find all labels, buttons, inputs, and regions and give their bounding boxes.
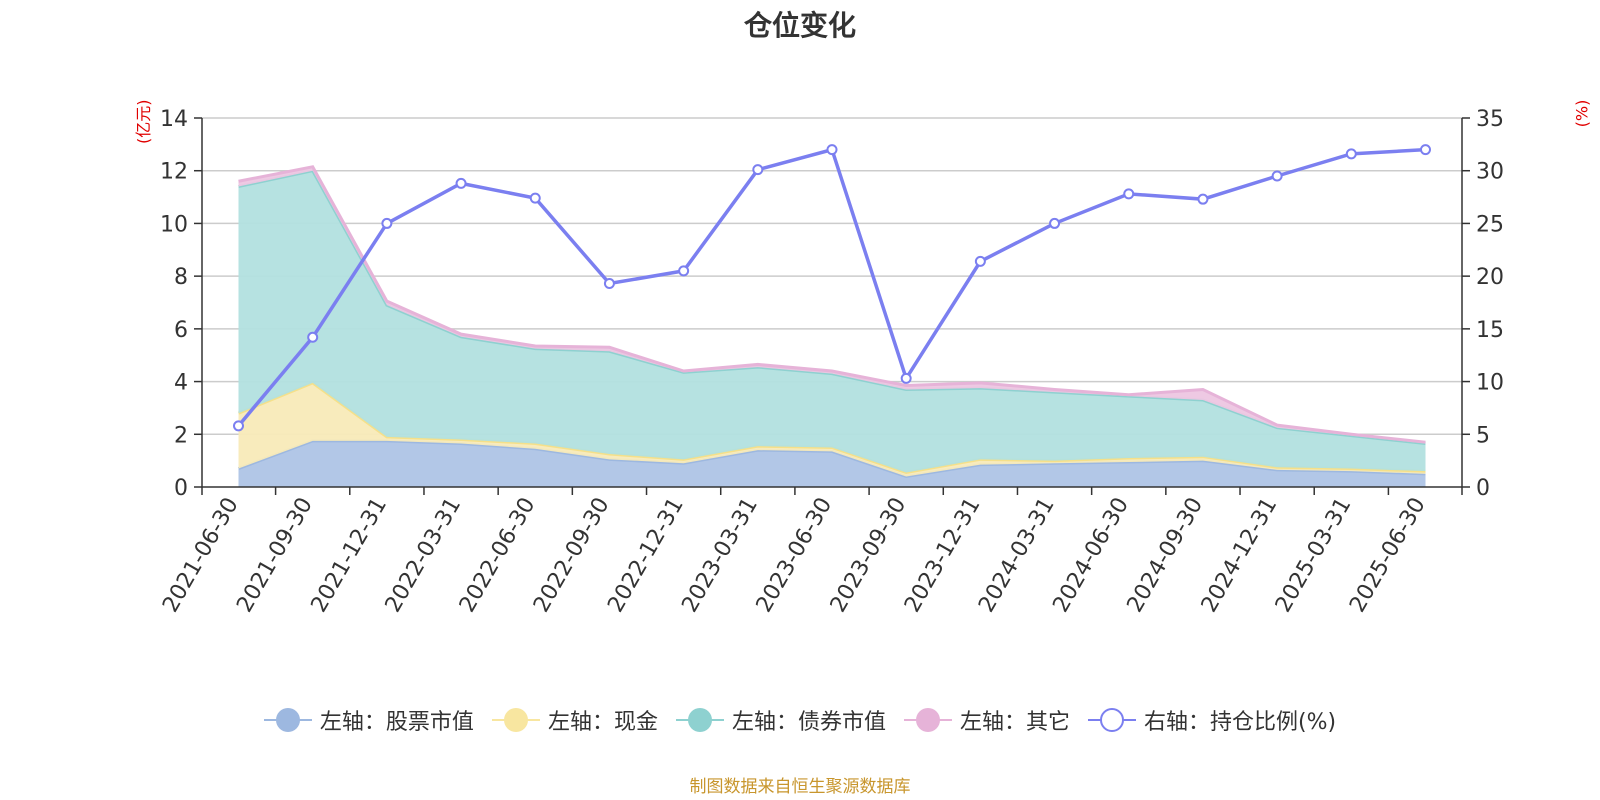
legend-label-bond: 左轴：债券市值 — [731, 710, 886, 735]
ratio-point — [1271, 170, 1283, 182]
right-axis-unit: (%) — [1572, 99, 1592, 128]
x-axis-tick-label: 2025-03-31 — [1271, 494, 1357, 617]
left-axis-tick-label: 4 — [174, 371, 188, 396]
area-edge-左轴：其它 — [238, 165, 1426, 444]
chart-canvas: 02468101214051015202530352021-06-302021-… — [158, 107, 1504, 617]
right-axis-tick-label: 20 — [1476, 265, 1504, 290]
right-axis-tick-label: 5 — [1476, 423, 1490, 448]
right-axis-tick-label: 25 — [1476, 212, 1504, 237]
stacked-areas — [237, 165, 1426, 487]
legend-item-cash[interactable]: 左轴：现金 — [491, 704, 658, 736]
area-左轴：股票市值 — [238, 440, 1426, 487]
x-axis-tick-label: 2023-09-30 — [826, 494, 912, 617]
left-axis-tick-label: 2 — [174, 423, 188, 448]
left-axis-tick-label: 0 — [174, 476, 188, 501]
x-axis-tick-label: 2024-06-30 — [1048, 494, 1134, 617]
right-axis-tick-label: 15 — [1476, 318, 1504, 343]
legend-marker-cash — [491, 707, 540, 733]
data-source-note: 制图数据来自恒生聚源数据库 — [689, 777, 911, 797]
right-axis-tick-label: 10 — [1476, 371, 1504, 396]
x-axis-tick-label: 2022-09-30 — [529, 494, 615, 617]
legend-label-ratio: 右轴：持仓比例(%) — [1143, 710, 1337, 735]
left-axis-tick-label: 12 — [160, 160, 188, 185]
x-axis-tick-label: 2021-09-30 — [232, 494, 318, 617]
x-axis-tick-label: 2025-06-30 — [1345, 494, 1431, 617]
ratio-point — [307, 331, 319, 343]
ratio-point — [1420, 144, 1431, 156]
legend-marker-other — [903, 707, 952, 733]
ratio-point — [678, 265, 690, 277]
ratio-point — [603, 278, 615, 290]
ratio-point — [1197, 193, 1209, 205]
chart-title: 仓位变化 — [743, 9, 856, 42]
x-axis-tick-label: 2024-09-30 — [1123, 494, 1209, 617]
ratio-point — [1123, 188, 1135, 200]
x-axis-tick-label: 2024-12-31 — [1197, 494, 1283, 617]
legend-item-bond[interactable]: 左轴：债券市值 — [675, 704, 886, 736]
x-axis-tick-label: 2023-12-31 — [900, 494, 986, 617]
legend-label-cash: 左轴：现金 — [547, 710, 658, 735]
ratio-point — [752, 164, 764, 176]
ratio-point — [381, 217, 393, 229]
legend-item-ratio[interactable]: 右轴：持仓比例(%) — [1087, 704, 1337, 736]
left-axis-tick-label: 6 — [174, 318, 188, 343]
right-axis-tick-label: 0 — [1476, 476, 1490, 501]
ratio-point — [974, 255, 986, 267]
legend: 左轴：股票市值 左轴：现金 左轴：债券市值 左轴：其它 右轴：持仓比例(%) — [0, 704, 1600, 736]
left-axis-tick-label: 14 — [160, 107, 188, 132]
left-axis-tick-label: 8 — [174, 265, 188, 290]
right-axis-tick-label: 35 — [1476, 107, 1504, 132]
legend-label-other: 左轴：其它 — [959, 710, 1070, 735]
ratio-point — [1345, 148, 1357, 160]
legend-marker-bond — [675, 707, 724, 733]
left-axis-unit: (亿元) — [134, 99, 153, 145]
ratio-point — [455, 177, 467, 189]
x-axis-tick-label: 2022-06-30 — [455, 494, 541, 617]
area-左轴：债券市值 — [238, 170, 1426, 473]
legend-item-other[interactable]: 左轴：其它 — [903, 704, 1070, 736]
x-axis-tick-label: 2023-06-30 — [752, 494, 838, 617]
x-axis-tick-label: 2021-06-30 — [158, 494, 244, 617]
ratio-point — [900, 372, 912, 384]
legend-marker-ratio — [1087, 707, 1136, 733]
x-axis-tick-label: 2023-03-31 — [677, 494, 763, 617]
legend-marker-stock — [263, 707, 312, 733]
ratio-point — [233, 420, 244, 432]
ratio-point — [1049, 217, 1061, 229]
ratio-point — [826, 144, 838, 156]
x-axis-tick-label: 2021-12-31 — [306, 494, 392, 617]
x-axis-tick-label: 2022-12-31 — [603, 494, 689, 617]
legend-item-stock[interactable]: 左轴：股票市值 — [263, 704, 474, 736]
ratio-line-series — [233, 144, 1431, 432]
right-axis-tick-label: 30 — [1476, 160, 1504, 185]
x-axis-tick-label: 2024-03-31 — [974, 494, 1060, 617]
ratio-point — [529, 192, 541, 204]
left-axis-tick-label: 10 — [160, 212, 188, 237]
legend-label-stock: 左轴：股票市值 — [319, 710, 474, 735]
x-axis-tick-label: 2022-03-31 — [381, 494, 467, 617]
